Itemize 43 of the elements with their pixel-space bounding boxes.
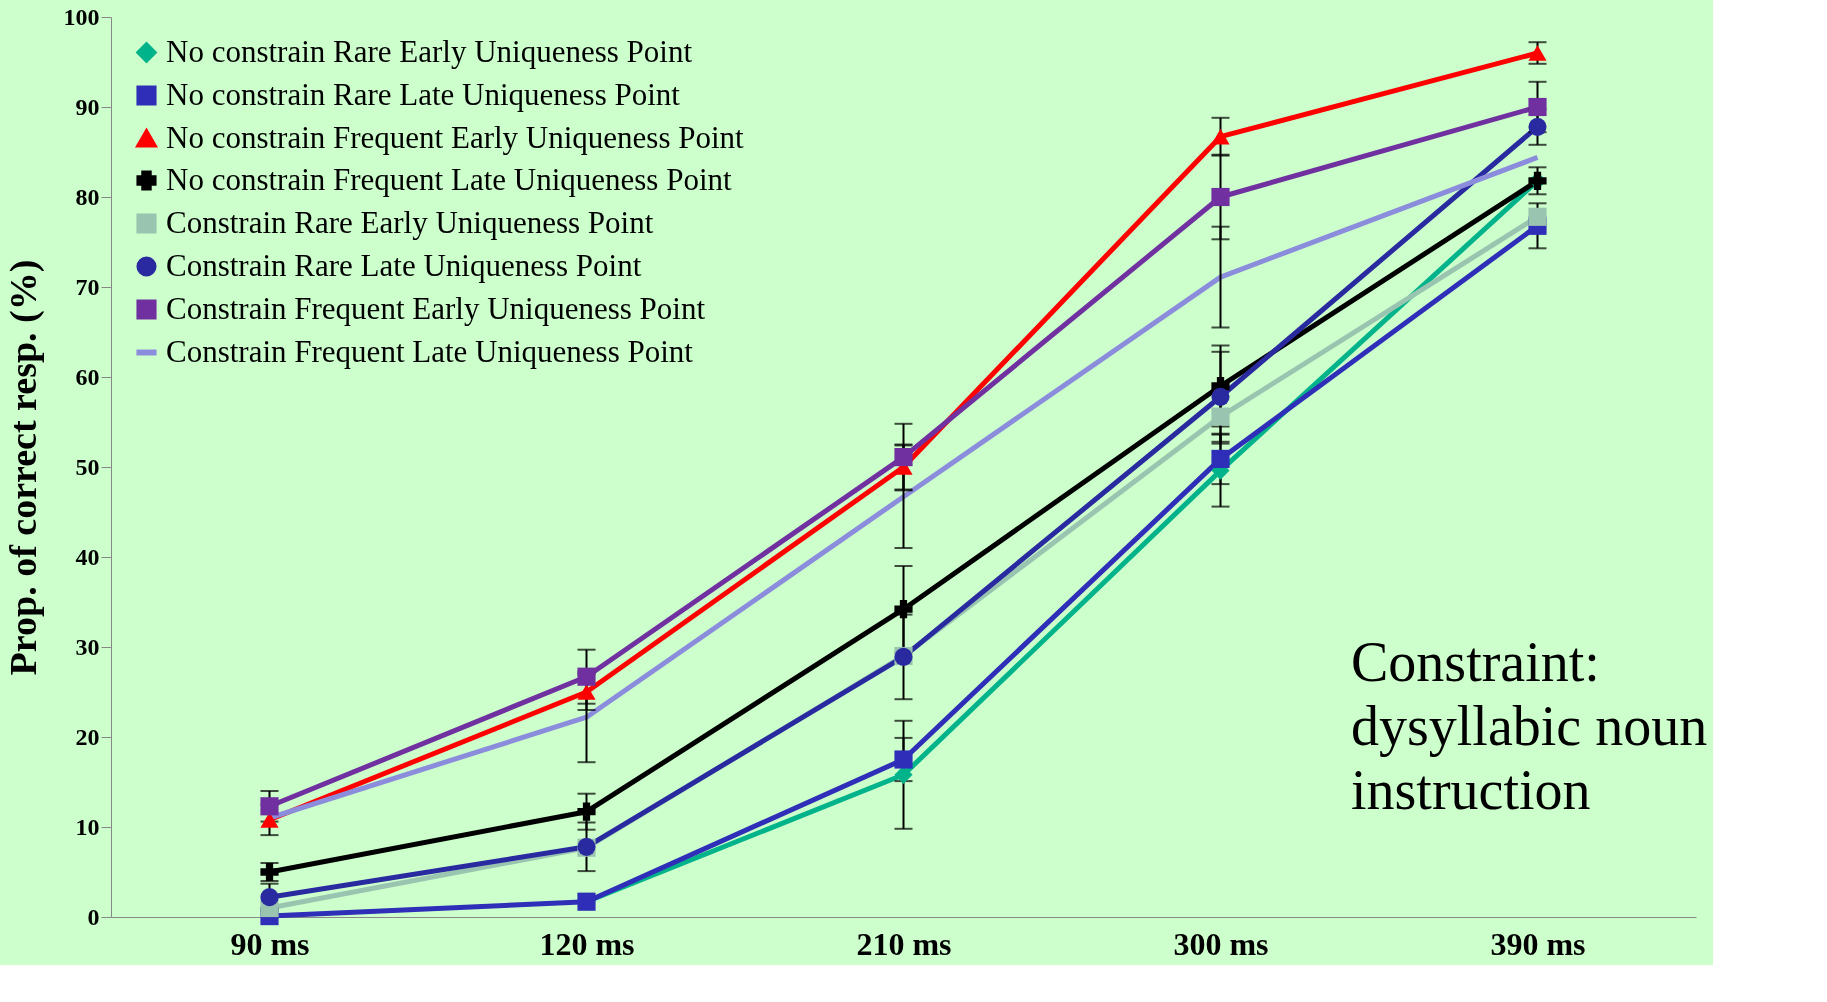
point [1211, 128, 1230, 145]
legend-label: No constrain Rare Early Uniqueness Point [166, 33, 693, 69]
x-tick-label: 390 ms [1490, 925, 1586, 962]
y-tick-label: 40 [75, 543, 100, 570]
point [1528, 97, 1547, 117]
y-tick-label: 10 [75, 813, 100, 840]
y-axis-title: Prop. of correct resp. (%) [1, 259, 45, 676]
point [1211, 187, 1230, 207]
point [894, 600, 913, 619]
point [1528, 45, 1547, 61]
x-tick-label: 90 ms [230, 925, 310, 962]
point [894, 750, 913, 769]
point [577, 802, 596, 821]
point [260, 888, 279, 907]
legend-label: Constrain Rare Early Uniqueness Point [166, 204, 654, 240]
y-tick-label: 30 [75, 633, 100, 660]
y-tick-label: 80 [75, 183, 100, 210]
x-tick-label: 210 ms [856, 925, 952, 962]
y-tick-label: 0 [87, 903, 100, 930]
point [1528, 117, 1547, 136]
point [1211, 407, 1230, 426]
point [1211, 449, 1230, 468]
legend-label: No constrain Frequent Late Uniqueness Point [166, 161, 733, 197]
point [1528, 207, 1547, 226]
legend-label: No constrain Frequent Early Uniqueness Point [166, 119, 745, 155]
point [894, 448, 913, 467]
y-tick-label: 100 [63, 3, 100, 30]
annotation: Constraint: dysyllabic noun instruction [1351, 631, 1708, 821]
legend-label: No constrain Rare Late Uniqueness Point [166, 76, 681, 112]
point [260, 797, 279, 816]
y-tick-label: 20 [75, 723, 100, 750]
y-tick-label: 50 [75, 453, 100, 480]
legend-label: Constrain Frequent Late Uniqueness Point [166, 333, 694, 369]
point [577, 667, 596, 686]
legend-label: Constrain Frequent Early Uniqueness Point [166, 290, 706, 326]
x-tick-label: 300 ms [1173, 925, 1269, 962]
y-tick-label: 70 [75, 273, 100, 300]
legend-label: Constrain Rare Late Uniqueness Point [166, 247, 642, 283]
y-tick-label: 90 [75, 93, 100, 120]
point [577, 684, 596, 700]
y-tick-label: 60 [75, 363, 100, 390]
point [1211, 387, 1230, 406]
x-tick-label: 120 ms [539, 925, 635, 962]
